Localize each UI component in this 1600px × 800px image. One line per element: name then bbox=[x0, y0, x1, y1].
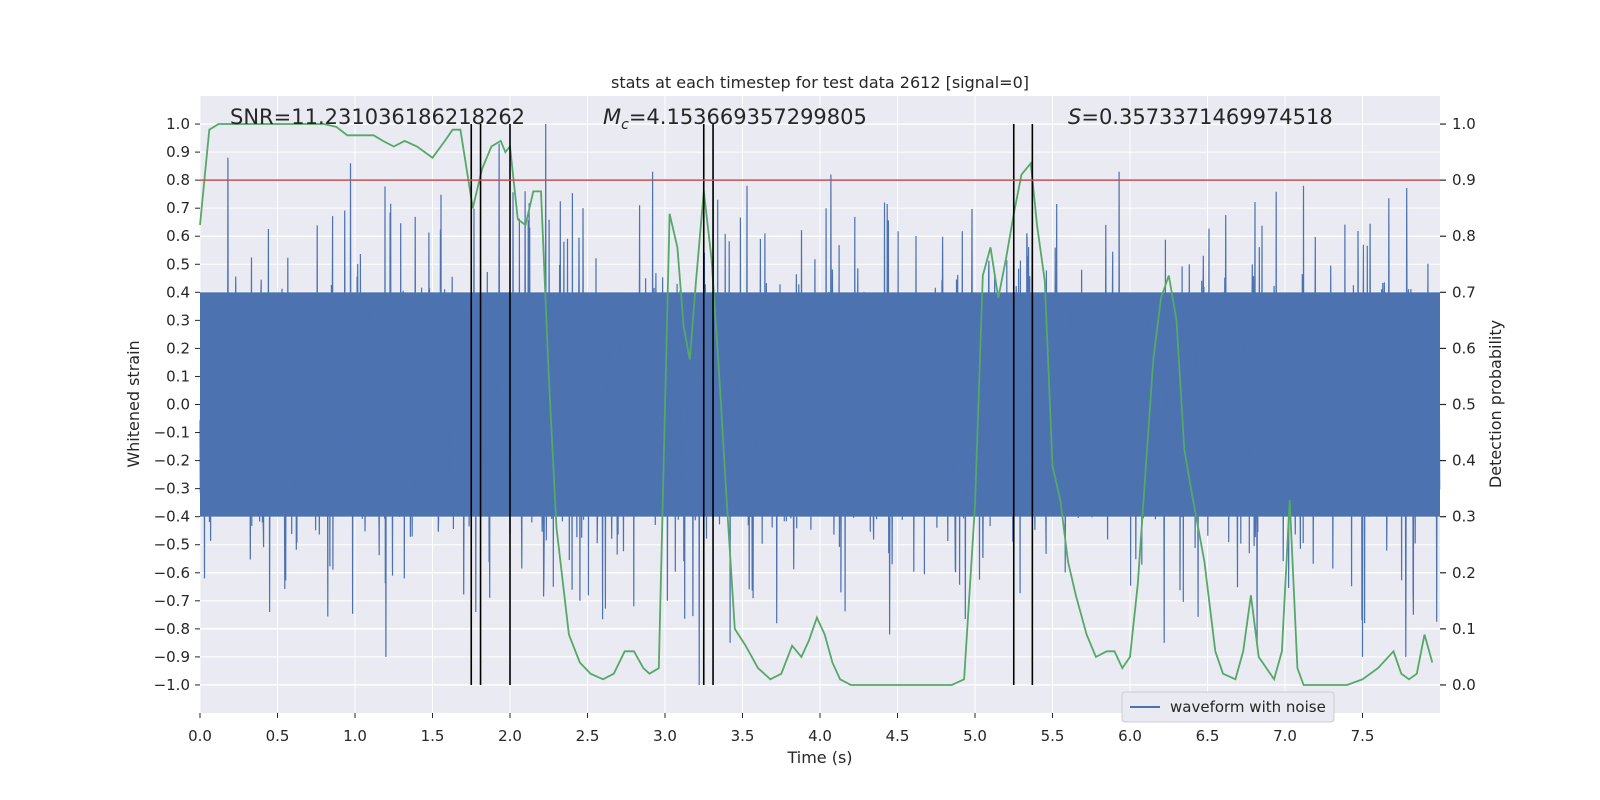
y2-tick-label: 0.9 bbox=[1452, 171, 1476, 189]
x-tick-label: 7.5 bbox=[1351, 727, 1375, 745]
x-tick-label: 2.5 bbox=[576, 727, 600, 745]
y2-tick-label: 0.6 bbox=[1452, 339, 1476, 357]
x-tick-label: 3.0 bbox=[653, 727, 677, 745]
x-tick-label: 7.0 bbox=[1273, 727, 1297, 745]
s-value: =0.3573371469974518 bbox=[1081, 105, 1332, 129]
y-tick-label: −0.1 bbox=[154, 424, 190, 442]
vertical-markers bbox=[470, 124, 1034, 685]
y-tick-label: 0.2 bbox=[166, 339, 190, 357]
y2-axis-ticks: 0.0 0.1 0.2 0.3 0.4 0.5 0.6 0.7 0.8 0.9 1.0 bbox=[1440, 115, 1476, 694]
y-tick-label: −1.0 bbox=[154, 676, 190, 694]
legend-box bbox=[1121, 691, 1335, 723]
y-tick-label: 0.8 bbox=[166, 171, 190, 189]
probability-series bbox=[199, 123, 1434, 686]
x-tick-label: 5.0 bbox=[963, 727, 987, 745]
y2-axis-label: Detection probability bbox=[1486, 320, 1505, 488]
x-tick-label: 5.5 bbox=[1041, 727, 1065, 745]
chart-title: stats at each timestep for test data 261… bbox=[611, 73, 1029, 92]
y-tick-label: 0.1 bbox=[166, 367, 190, 385]
x-tick-label: 1.5 bbox=[421, 727, 445, 745]
x-tick-label: 1.0 bbox=[343, 727, 367, 745]
y-tick-label: −0.3 bbox=[154, 480, 190, 498]
chirp-mass-annotation: Mc=4.153669357299805 bbox=[603, 105, 867, 133]
x-tick-label: 4.0 bbox=[808, 727, 832, 745]
y2-tick-label: 0.2 bbox=[1452, 564, 1476, 582]
snr-annotation: SNR=11.231036186218262 bbox=[230, 105, 525, 129]
s-annotation: S=0.3573371469974518 bbox=[1068, 105, 1333, 129]
y2-tick-label: 1.0 bbox=[1452, 115, 1476, 133]
y-axis-label: Whitened strain bbox=[124, 340, 143, 467]
y-tick-label: −0.8 bbox=[154, 620, 190, 638]
x-tick-label: 3.5 bbox=[731, 727, 755, 745]
x-axis-ticks: 0.0 0.5 1.0 1.5 2.0 2.5 3.0 3.5 4.0 4.5 5.0 5.5 6.0 6… bbox=[188, 713, 1374, 745]
y-tick-label: 0.9 bbox=[166, 143, 190, 161]
x-tick-label: 6.5 bbox=[1196, 727, 1220, 745]
y2-tick-label: 0.3 bbox=[1452, 508, 1476, 526]
y2-tick-label: 0.4 bbox=[1452, 452, 1476, 470]
y-tick-label: 0.4 bbox=[166, 283, 190, 301]
y-tick-label: −0.6 bbox=[154, 564, 190, 582]
y2-tick-label: 0.5 bbox=[1452, 396, 1476, 414]
mc-value: =4.153669357299805 bbox=[629, 105, 867, 129]
y-tick-label: −0.7 bbox=[154, 592, 190, 610]
x-tick-label: 0.0 bbox=[188, 727, 212, 745]
x-axis-label: Time (s) bbox=[786, 748, 852, 767]
mc-symbol: M bbox=[603, 105, 621, 129]
legend: waveform with noise bbox=[1121, 691, 1335, 723]
y-tick-label: 0.6 bbox=[166, 227, 190, 245]
x-tick-label: 4.5 bbox=[886, 727, 910, 745]
y-axis-ticks: −1.0 −0.9 −0.8 −0.7 −0.6 −0.5 −0.4 −0.3 −0.2 −0.1… bbox=[154, 115, 200, 694]
y-tick-label: 1.0 bbox=[166, 115, 190, 133]
x-tick-label: 0.5 bbox=[266, 727, 290, 745]
y-tick-label: 0.0 bbox=[166, 396, 190, 414]
y-tick-label: 0.3 bbox=[166, 311, 190, 329]
y2-tick-label: 0.1 bbox=[1452, 620, 1476, 638]
y2-tick-label: 0.0 bbox=[1452, 676, 1476, 694]
legend-label: waveform with noise bbox=[1170, 698, 1326, 716]
y-tick-label: 0.7 bbox=[166, 199, 190, 217]
s-symbol: S bbox=[1068, 105, 1081, 129]
y2-tick-label: 0.7 bbox=[1452, 283, 1476, 301]
mc-subscript: c bbox=[621, 117, 629, 133]
waveform-line bbox=[199, 123, 1441, 686]
y-tick-label: −0.5 bbox=[154, 536, 190, 554]
waveform-series bbox=[199, 123, 1441, 686]
y-tick-label: −0.4 bbox=[154, 508, 190, 526]
y2-tick-label: 0.8 bbox=[1452, 227, 1476, 245]
x-tick-label: 2.0 bbox=[498, 727, 522, 745]
y-tick-label: −0.9 bbox=[154, 648, 190, 666]
y-tick-label: −0.2 bbox=[154, 452, 190, 470]
y-tick-label: 0.5 bbox=[166, 255, 190, 273]
x-tick-label: 6.0 bbox=[1118, 727, 1142, 745]
